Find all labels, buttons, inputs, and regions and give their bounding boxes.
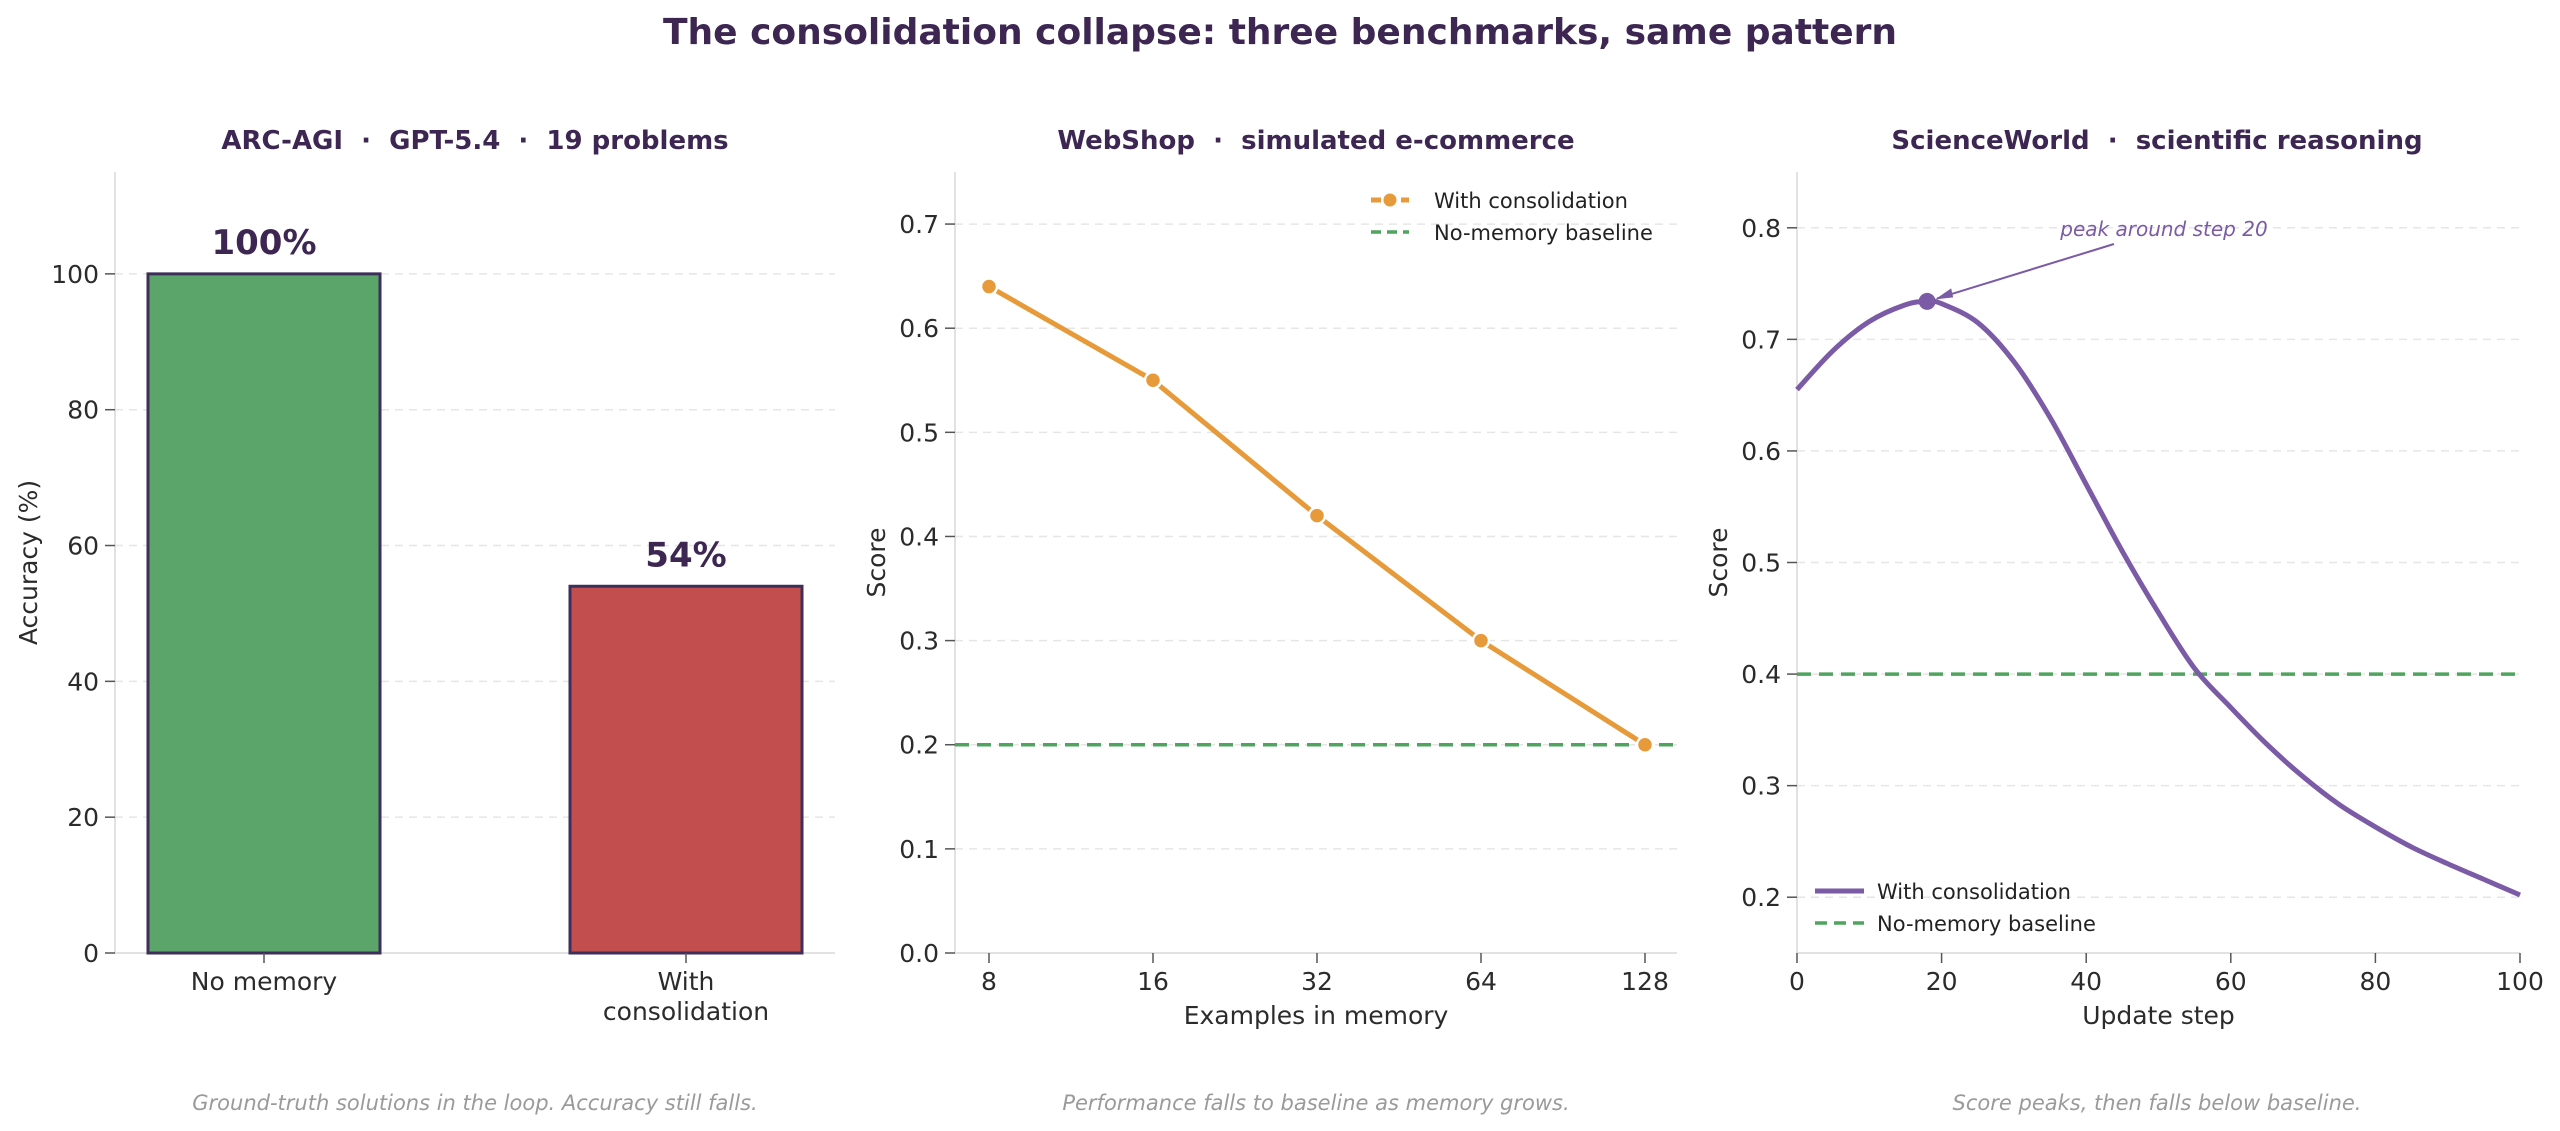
data-point: [1471, 631, 1491, 650]
x-tick-label: With consolidation: [603, 967, 769, 1026]
y-axis-label: Score: [862, 527, 891, 597]
bar-no-memory: [146, 272, 382, 955]
data-point: [1635, 735, 1655, 754]
x-tick-label: 20: [1926, 967, 1958, 996]
y-tick-label: 40: [67, 667, 99, 696]
y-tick-label: 0.2: [899, 731, 939, 760]
y-axis-label: Score: [1704, 527, 1733, 597]
bar-with-consolidation: [568, 584, 804, 955]
y-tick-label: 0.2: [1741, 883, 1781, 912]
x-tick-label: 128: [1621, 967, 1669, 996]
panel-arc-agi: ARC-AGI · GPT-5.4 · 19 problems 0 20 40 60 8…: [14, 126, 835, 1026]
y-tick-label: 0.4: [1741, 660, 1781, 689]
x-tick-label: 80: [2359, 967, 2391, 996]
x-tick-label: 32: [1301, 967, 1333, 996]
x-tick-label: No memory: [191, 967, 338, 996]
legend-label-with-consolidation: With consolidation: [1877, 880, 2071, 904]
panel-title-webshop: WebShop · simulated e-commerce: [1057, 126, 1574, 156]
y-tick-label: 0.6: [1741, 437, 1781, 466]
y-tick-label: 0.4: [899, 522, 939, 551]
y-tick-label: 0.6: [899, 314, 939, 343]
y-tick-label: 20: [67, 803, 99, 832]
bar-value-label: 100%: [211, 223, 316, 263]
data-point: [1307, 506, 1327, 525]
legend-label-with-consolidation: With consolidation: [1434, 189, 1628, 213]
panel-title-arc-agi: ARC-AGI · GPT-5.4 · 19 problems: [221, 126, 728, 156]
x-axis-label: Update step: [2082, 1001, 2235, 1030]
y-tick-label: 80: [67, 396, 99, 425]
series-line-with-consolidation: [1795, 298, 2521, 898]
x-tick-label: 0: [1789, 967, 1805, 996]
x-tick-label: 100: [2496, 967, 2544, 996]
caption-scienceworld: Score peaks, then falls below baseline.: [1953, 1091, 2362, 1115]
y-tick-label: 0.7: [1741, 325, 1781, 354]
peak-annotation-label: peak around step 20: [2059, 217, 2267, 241]
y-tick-label: 0.5: [899, 418, 939, 447]
y-tick-label: 100: [51, 260, 99, 289]
caption-webshop: Performance falls to baseline as memory …: [1062, 1091, 1569, 1115]
x-tick-label: 64: [1465, 967, 1497, 996]
peak-annotation-arrow: [1936, 243, 2115, 300]
panel-scienceworld: ScienceWorld · scientific reasoning 0.2 0…: [1704, 126, 2544, 1030]
y-tick-label: 0.3: [899, 627, 939, 656]
x-tick-label: 60: [2215, 967, 2247, 996]
bar-value-label: 54%: [645, 535, 726, 575]
y-tick-label: 0: [83, 939, 99, 968]
y-tick-label: 0.1: [899, 835, 939, 864]
y-tick-label: 60: [67, 532, 99, 561]
y-tick-label: 0.8: [1741, 214, 1781, 243]
legend-marker-with-consolidation: [1381, 191, 1399, 209]
x-tick-label: 16: [1137, 967, 1169, 996]
panel-webshop: WebShop · simulated e-commerce 0.0 0.1 0.2…: [862, 126, 1677, 1030]
figure-title: The consolidation collapse: three benchm…: [663, 12, 1897, 53]
peak-marker: [1918, 292, 1936, 310]
legend-label-baseline: No-memory baseline: [1434, 221, 1653, 245]
legend-label-baseline: No-memory baseline: [1877, 912, 2096, 936]
y-tick-label: 0.0: [899, 939, 939, 968]
peak-annotation-arrowhead: [1935, 288, 1954, 300]
y-axis-label: Accuracy (%): [14, 480, 43, 645]
y-tick-label: 0.7: [899, 210, 939, 239]
caption-arc-agi: Ground-truth solutions in the loop. Accu…: [192, 1091, 757, 1115]
x-tick-label: 8: [981, 967, 997, 996]
x-axis-label: Examples in memory: [1184, 1001, 1449, 1030]
data-point: [979, 277, 999, 296]
x-tick-label: 40: [2070, 967, 2102, 996]
panel-title-scienceworld: ScienceWorld · scientific reasoning: [1891, 126, 2422, 156]
data-point: [1143, 371, 1163, 390]
y-tick-label: 0.3: [1741, 772, 1781, 801]
y-tick-label: 0.5: [1741, 549, 1781, 578]
